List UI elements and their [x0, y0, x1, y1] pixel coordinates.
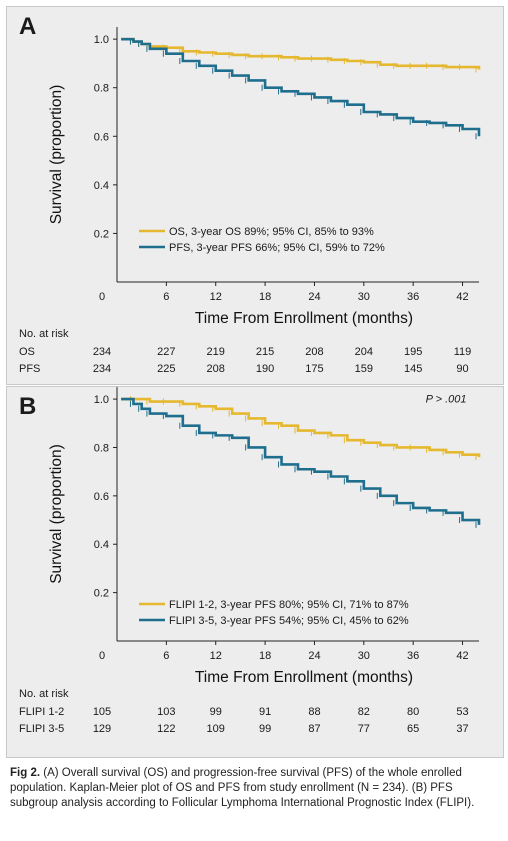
risk-count: 208 — [206, 363, 225, 375]
x-tick-label: 0 — [99, 650, 105, 662]
risk-count: 122 — [157, 723, 176, 735]
risk-count: 37 — [456, 723, 469, 735]
risk-count: 80 — [407, 706, 420, 718]
risk-count: 208 — [305, 346, 324, 358]
x-tick-label: 12 — [210, 291, 222, 303]
risk-count: 225 — [157, 363, 176, 375]
risk-count: 99 — [209, 706, 222, 718]
risk-count: 77 — [357, 723, 370, 735]
risk-count: 91 — [258, 706, 272, 718]
risk-row-label: FLIPI 3-5 — [19, 723, 65, 735]
risk-table-row: FLIPI 3-5 129 122 109 99 87 77 65 37 — [7, 723, 503, 737]
x-axis-title: Time From Enrollment (months) — [195, 310, 413, 327]
risk-count: 145 — [403, 363, 423, 375]
x-tick-label: 0 — [99, 291, 105, 303]
y-tick-label: 0.6 — [94, 491, 109, 503]
risk-count: 227 — [157, 346, 176, 358]
y-tick-label: 0.4 — [94, 180, 109, 192]
risk-count: 88 — [308, 706, 321, 718]
risk-table-row: OS 234 227 219 215 208 204 195 119 — [7, 346, 503, 360]
x-tick-label: 36 — [407, 291, 419, 303]
legend-label-1: FLIPI 1-2, 3-year PFS 80%; 95% CI, 71% t… — [169, 599, 409, 611]
x-tick-label: 30 — [358, 291, 370, 303]
risk-count: 53 — [456, 706, 469, 718]
series-line-1 — [121, 397, 481, 458]
risk-count: 129 — [92, 723, 112, 735]
panel-a: A 0.2 0.4 0.6 0.8 1.0 0 6 12 18 24 30 36 42 Time From… — [6, 6, 504, 385]
p-value-annotation: P > .001 — [426, 394, 467, 406]
caption-text: (A) Overall survival (OS) and progressio… — [10, 767, 475, 809]
risk-row-label: OS — [19, 346, 35, 358]
risk-count: 219 — [206, 346, 225, 358]
risk-count: 90 — [456, 363, 469, 375]
legend-label-2: PFS, 3-year PFS 66%; 95% CI, 59% to 72% — [169, 242, 385, 254]
risk-count: 99 — [258, 723, 272, 735]
risk-count: 105 — [92, 706, 112, 718]
risk-count: 103 — [157, 706, 176, 718]
risk-count: 215 — [255, 346, 275, 358]
risk-count: 234 — [92, 346, 112, 358]
risk-count: 109 — [206, 723, 225, 735]
legend-label-2: FLIPI 3-5, 3-year PFS 54%; 95% CI, 45% t… — [169, 615, 409, 627]
y-tick-label: 0.4 — [94, 539, 109, 551]
risk-count: 204 — [354, 346, 373, 358]
risk-count: 159 — [354, 363, 373, 375]
y-axis-title: Survival (proportion) — [48, 444, 65, 584]
risk-count: 119 — [453, 346, 472, 358]
x-tick-label: 18 — [259, 291, 271, 303]
risk-count: 175 — [305, 363, 324, 375]
x-tick-label: 42 — [456, 291, 468, 303]
caption-label: Fig 2. — [10, 767, 41, 779]
x-tick-label: 6 — [163, 291, 169, 303]
y-tick-label: 1.0 — [94, 394, 109, 406]
y-tick-label: 0.6 — [94, 131, 109, 143]
chart-a: 0.2 0.4 0.6 0.8 1.0 0 6 12 18 24 30 36 42 Time From E… — [48, 27, 481, 327]
x-tick-label: 24 — [308, 291, 320, 303]
risk-count: 82 — [357, 706, 370, 718]
x-tick-label: 18 — [259, 650, 271, 662]
y-tick-label: 1.0 — [94, 34, 109, 46]
risk-row-label: PFS — [19, 363, 41, 375]
y-tick-label: 0.8 — [94, 442, 109, 454]
risk-table-row: PFS 234 225 208 190 175 159 145 90 — [7, 363, 503, 377]
risk-count: 190 — [255, 363, 275, 375]
y-axis-title: Survival (proportion) — [48, 85, 65, 225]
y-tick-label: 0.2 — [94, 588, 109, 600]
risk-table-title: No. at risk — [19, 328, 69, 340]
risk-count: 234 — [92, 363, 112, 375]
risk-row-label: FLIPI 1-2 — [19, 706, 65, 718]
x-tick-label: 6 — [163, 650, 169, 662]
x-tick-label: 24 — [308, 650, 320, 662]
chart-b: 0.2 0.4 0.6 0.8 1.0 0 6 12 18 24 30 36 42 Time From E… — [48, 387, 481, 686]
x-axis-title: Time From Enrollment (months) — [195, 669, 413, 686]
risk-count: 87 — [308, 723, 321, 735]
figure-caption: Fig 2. (A) Overall survival (OS) and pro… — [10, 766, 500, 811]
y-tick-label: 0.2 — [94, 228, 109, 240]
panel-a-label: A — [19, 13, 37, 40]
x-tick-label: 42 — [456, 650, 468, 662]
x-tick-label: 30 — [358, 650, 370, 662]
series-line-2 — [121, 37, 481, 137]
risk-count: 65 — [407, 723, 420, 735]
x-tick-label: 36 — [407, 650, 419, 662]
series-line-2 — [121, 397, 481, 525]
panel-b: B 0.2 0.4 0.6 0.8 1.0 0 6 12 18 24 30 36 42 Time From… — [6, 386, 504, 758]
risk-table-title: No. at risk — [19, 688, 69, 700]
y-tick-label: 0.8 — [94, 83, 109, 95]
legend-label-1: OS, 3-year OS 89%; 95% CI, 85% to 93% — [169, 226, 374, 238]
x-tick-label: 12 — [210, 650, 222, 662]
risk-count: 195 — [403, 346, 423, 358]
panel-b-label: B — [19, 393, 37, 420]
risk-table-row: FLIPI 1-2 105 103 99 91 88 82 80 53 — [7, 706, 503, 720]
